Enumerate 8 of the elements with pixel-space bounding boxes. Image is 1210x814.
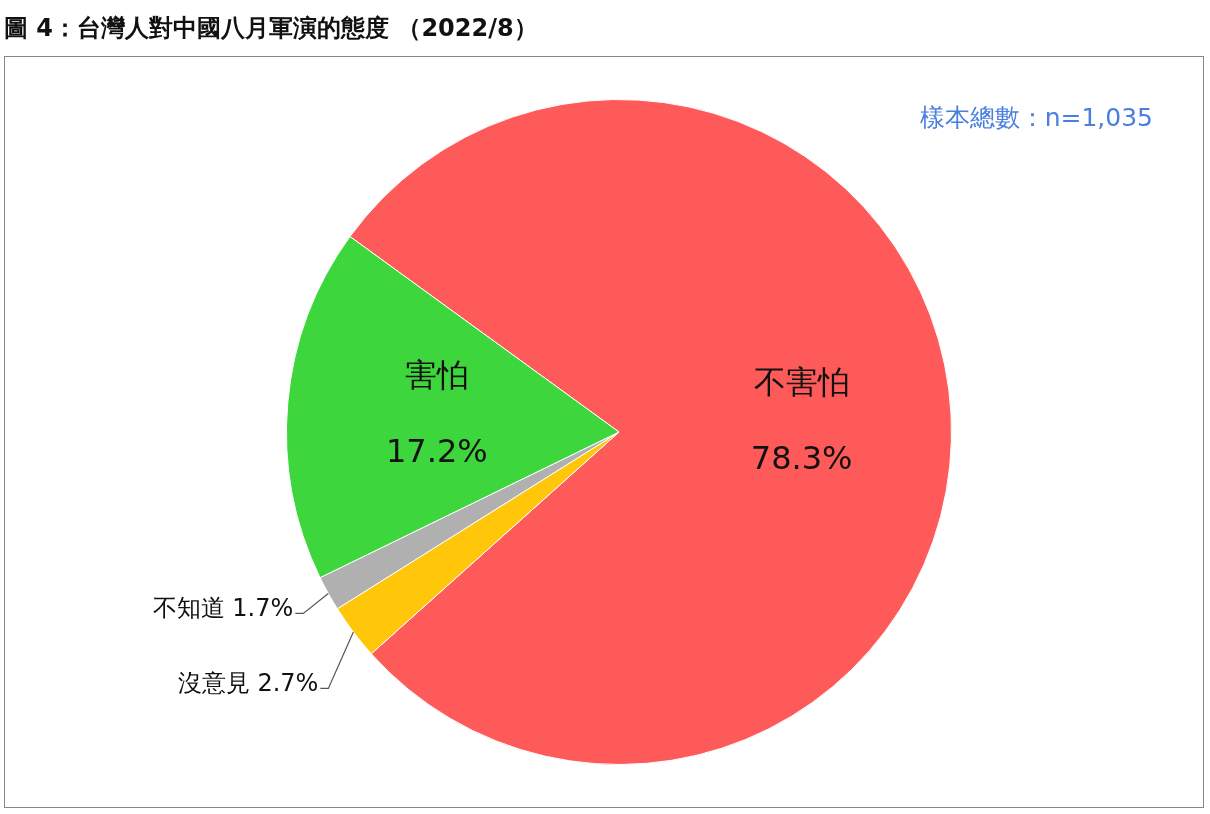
text: 樣本總數：n=1,035 [919, 102, 1153, 134]
slice-label: 害怕 [404, 356, 469, 395]
data-label: 17.2% [386, 432, 488, 471]
slice-label: 沒意見 2.7% [177, 668, 319, 697]
slice-label: 不害怕 [753, 363, 850, 401]
chart-title: 圖 4：台灣人對中國八月軍演的態度 （2022/8） [4, 13, 538, 44]
data-label: 78.3% [750, 439, 853, 477]
slice-label: 不知道 1.7% [152, 593, 294, 622]
